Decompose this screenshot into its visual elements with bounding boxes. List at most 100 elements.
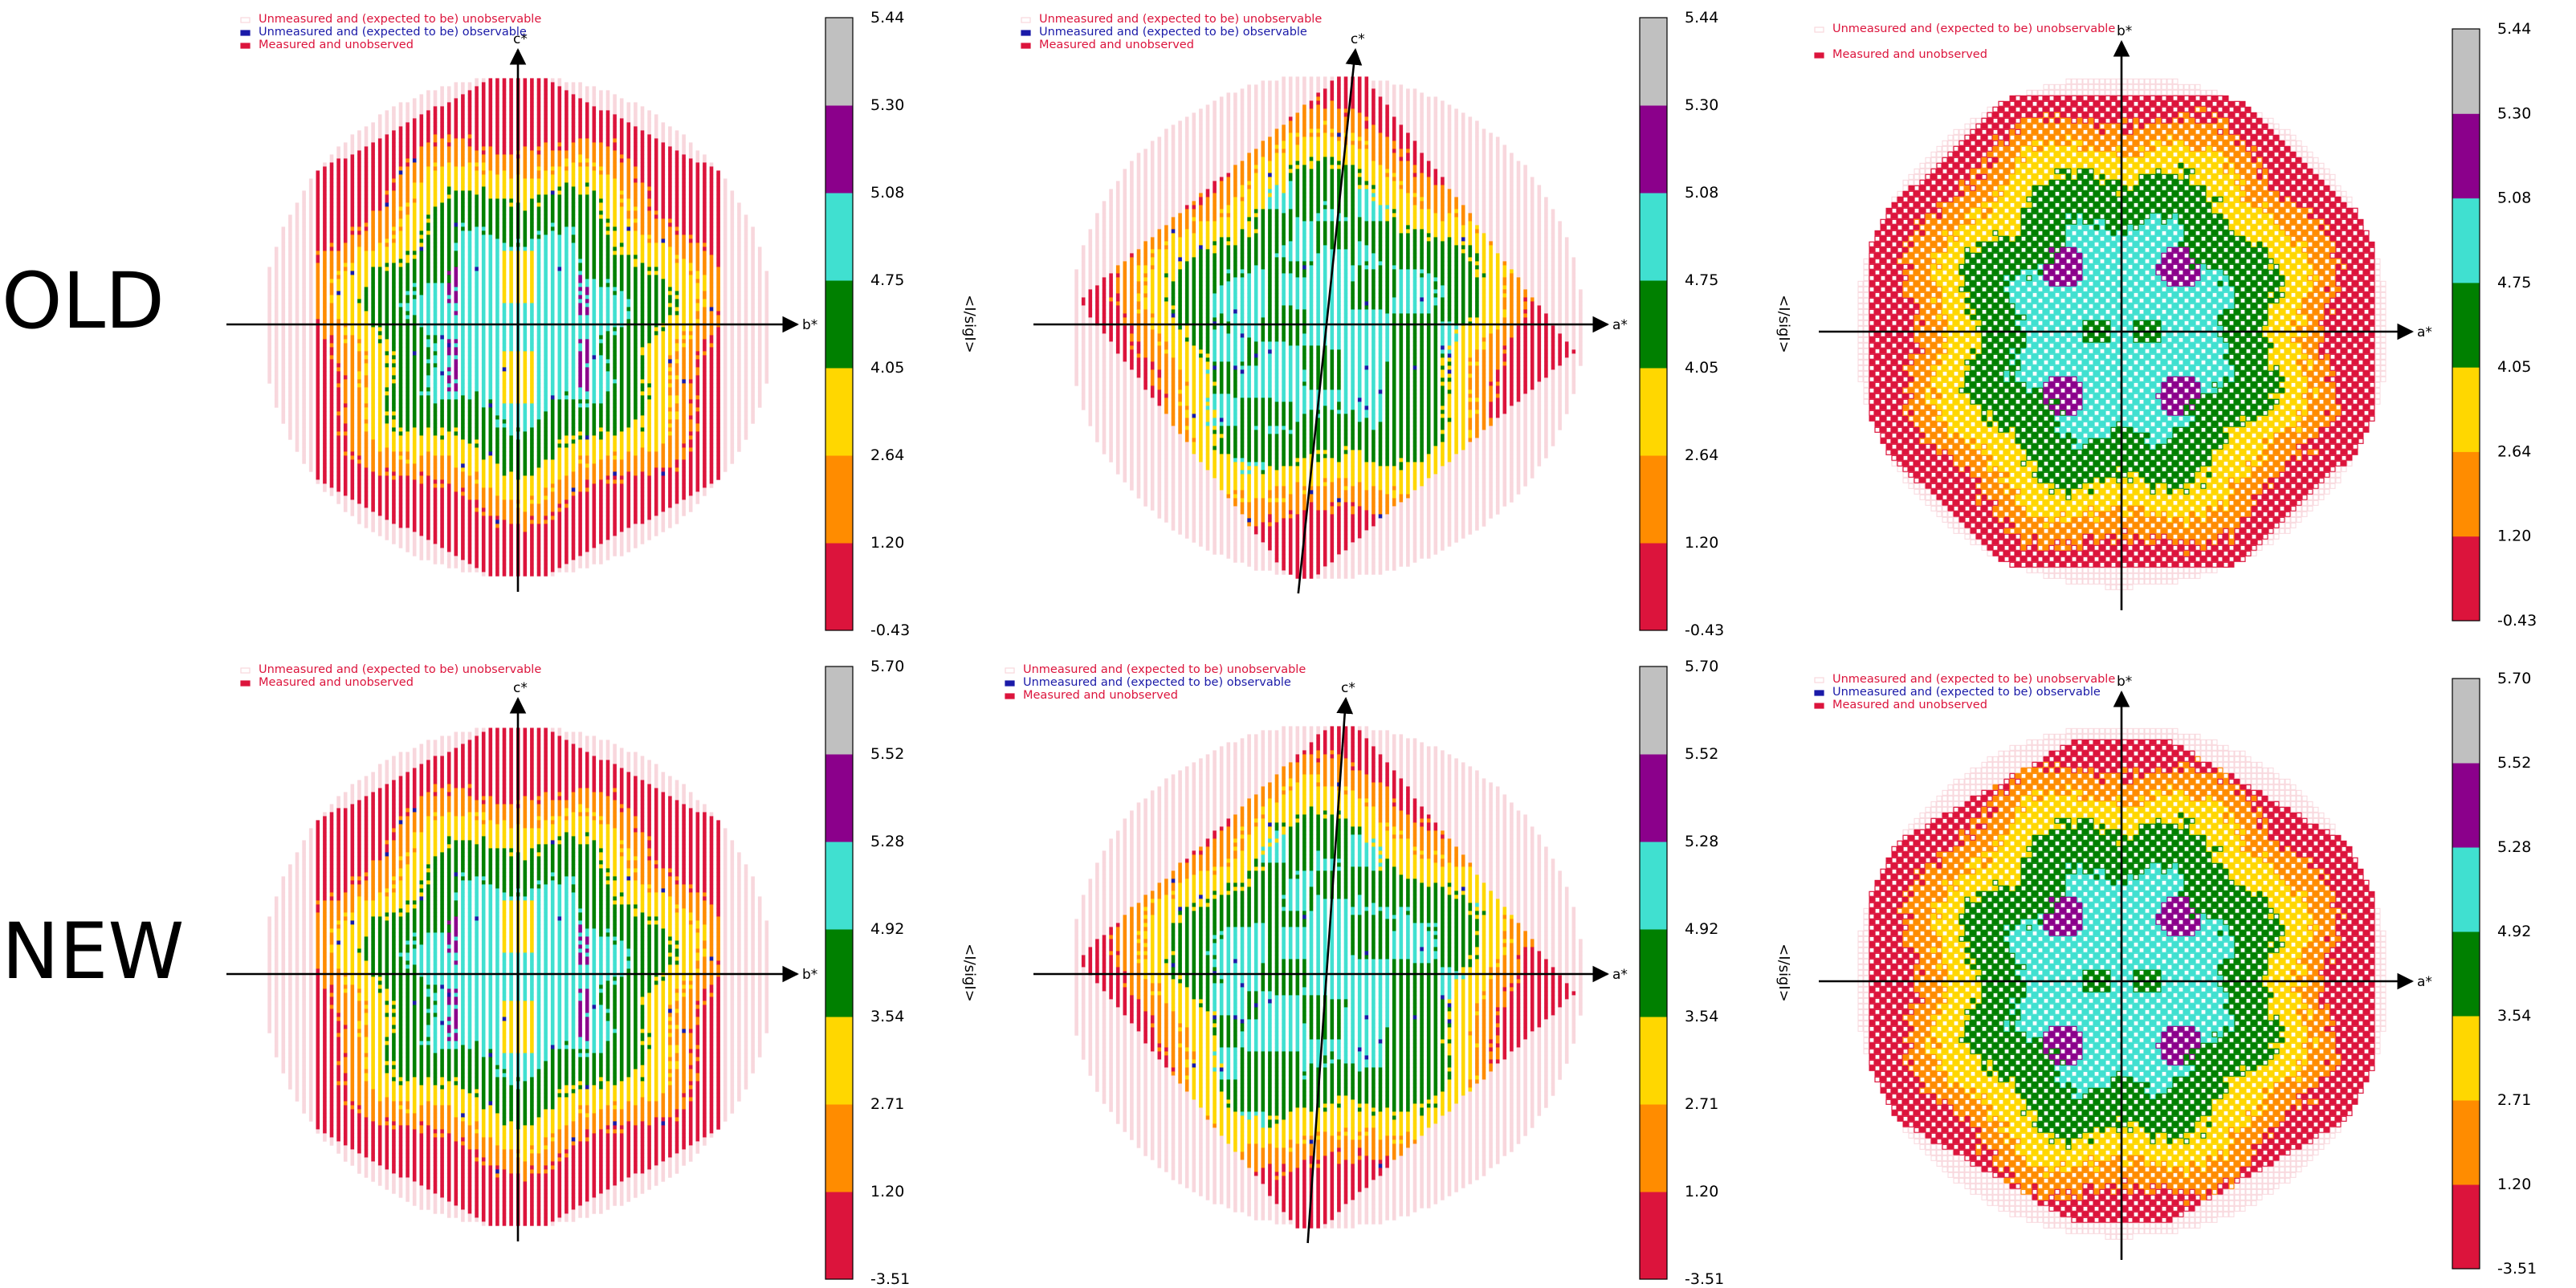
panels: b*c*Unmeasured and (expected to be) unob… <box>226 9 2576 1288</box>
colorbar-segment <box>1640 105 1667 194</box>
colorbar-tick-label: 4.92 <box>870 920 904 938</box>
colorbar-tick-label: 5.08 <box>2497 190 2531 207</box>
colorbar-segment <box>1640 368 1667 456</box>
colorbar-segment <box>2452 1100 2480 1185</box>
colorbar-segment <box>825 842 853 930</box>
panel-1: b*c*Unmeasured and (expected to be) unob… <box>226 9 978 639</box>
colorbar: -3.511.202.713.544.925.285.525.70<I/sigI… <box>2452 670 2576 1278</box>
legend-entry: Unmeasured and (expected to be) observab… <box>1039 26 1307 39</box>
legend-swatch <box>1021 43 1030 48</box>
colorbar-tick-label: 5.28 <box>870 833 904 850</box>
colorbar-tick-label: -0.43 <box>1685 622 1724 639</box>
legend-entry: Unmeasured and (expected to be) observab… <box>259 26 527 39</box>
colorbar-segment <box>825 455 853 544</box>
colorbar-segment <box>1640 18 1667 106</box>
colorbar-tick-label: 5.44 <box>870 9 904 26</box>
colorbar-segment <box>825 666 853 755</box>
colorbar-segment <box>1640 280 1667 369</box>
legend: Unmeasured and (expected to be) unobserv… <box>1815 22 2115 61</box>
legend-entry: Unmeasured and (expected to be) unobserv… <box>1023 663 1306 676</box>
colorbar-tick-label: 5.44 <box>2497 20 2531 38</box>
colorbar-tick-label: 5.44 <box>1685 9 1718 26</box>
colorbar-tick-label: 5.28 <box>1685 833 1718 850</box>
legend-entry: Measured and unobserved <box>1832 699 1987 711</box>
legend-swatch <box>1005 694 1014 699</box>
legend-swatch <box>1815 703 1824 708</box>
colorbar-segment <box>825 1017 853 1105</box>
legend-swatch <box>241 668 250 673</box>
panel-4: b*c*Unmeasured and (expected to be) unob… <box>226 658 978 1288</box>
row-label-old: OLD <box>2 256 165 346</box>
panel-6: a*b*Unmeasured and (expected to be) unob… <box>1815 670 2576 1278</box>
colorbar: -3.511.202.713.544.925.285.525.70<I/sigI… <box>1640 658 1792 1288</box>
colorbar-tick-label: 2.64 <box>870 446 904 464</box>
panel-2: a* c* Unmeasured and (expected to be) unob… <box>1021 9 1792 639</box>
legend-swatch <box>1815 27 1824 32</box>
legend-entry: Measured and unobserved <box>1832 48 1987 61</box>
colorbar-label: <I/sigI> <box>961 944 978 1002</box>
colorbar-tick-label: 5.70 <box>1685 658 1718 675</box>
colorbar-segment <box>2452 1184 2480 1270</box>
colorbar-tick-label: 4.05 <box>1685 359 1718 377</box>
colorbar-tick-label: 5.52 <box>1685 745 1718 763</box>
horizontal-axis-label: a* <box>2417 974 2432 990</box>
colorbar-segment <box>2452 763 2480 848</box>
legend-swatch <box>1815 678 1824 683</box>
reflection-cells <box>1074 726 1582 1228</box>
colorbar-segment <box>2452 367 2480 452</box>
colorbar-tick-label: 5.70 <box>870 658 904 675</box>
colorbar-segment <box>2452 451 2480 536</box>
legend-entry: Unmeasured and (expected to be) unobserv… <box>259 663 541 676</box>
colorbar-segment <box>825 105 853 194</box>
horizontal-axis-label: a* <box>2417 324 2432 340</box>
legend: Unmeasured and (expected to be) unobserv… <box>1005 663 1306 702</box>
colorbar-tick-label: 2.71 <box>2497 1091 2531 1109</box>
colorbar-segment <box>2452 679 2480 764</box>
colorbar-tick-label: 5.08 <box>1685 184 1718 202</box>
panel-5: a*c*Unmeasured and (expected to be) unob… <box>1005 658 1792 1288</box>
colorbar-tick-label: 1.20 <box>1685 534 1718 552</box>
horizontal-axis-label: a* <box>1612 317 1628 333</box>
colorbar-tick-label: 2.71 <box>1685 1095 1718 1113</box>
colorbar-segment <box>825 18 853 106</box>
colorbar-tick-label: -0.43 <box>870 622 910 639</box>
legend-entry: Measured and unobserved <box>1039 39 1194 51</box>
colorbar-tick-label: 5.52 <box>870 745 904 763</box>
vertical-axis-label: c* <box>1351 31 1365 47</box>
colorbar-label: <I/sigI> <box>961 295 978 353</box>
colorbar-segment <box>2452 931 2480 1017</box>
colorbar-tick-label: 5.30 <box>870 96 904 114</box>
colorbar-tick-label: 4.05 <box>870 359 904 377</box>
colorbar-tick-label: 1.20 <box>2497 528 2531 545</box>
colorbar: -0.431.202.644.054.755.085.305.44<I/sigI… <box>2452 20 2576 630</box>
legend-entry: Unmeasured and (expected to be) unobserv… <box>1832 22 2115 35</box>
colorbar-tick-label: 5.30 <box>2497 104 2531 122</box>
colorbar-tick-label: 4.05 <box>2497 358 2531 376</box>
legend-entry: Measured and unobserved <box>1023 689 1178 702</box>
legend-entry: Unmeasured and (expected to be) unobserv… <box>1039 13 1322 26</box>
colorbar-segment <box>825 1104 853 1192</box>
colorbar-segment <box>2452 1016 2480 1101</box>
colorbar-label: <I/sigI> <box>1775 295 1792 353</box>
colorbar-segment <box>2452 283 2480 368</box>
colorbar-tick-label: 1.20 <box>870 534 904 552</box>
colorbar-segment <box>1640 754 1667 842</box>
colorbar-segment <box>1640 666 1667 755</box>
colorbar-tick-label: 3.54 <box>870 1008 904 1025</box>
colorbar-segment <box>825 929 853 1017</box>
legend: Unmeasured and (expected to be) unobserv… <box>241 663 541 689</box>
legend-swatch <box>1005 668 1014 673</box>
colorbar-segment <box>825 368 853 456</box>
legend: Unmeasured and (expected to be) unobserv… <box>241 13 541 51</box>
colorbar-segment <box>1640 193 1667 281</box>
legend-swatch <box>1815 691 1824 695</box>
colorbar-tick-label: 5.28 <box>2497 838 2531 856</box>
legend-swatch <box>241 31 250 35</box>
vertical-axis-label: c* <box>1341 680 1355 696</box>
axes: b*c* <box>226 31 817 592</box>
colorbar-segment <box>1640 1017 1667 1105</box>
colorbar-segment <box>1640 842 1667 930</box>
colorbar-segment <box>2452 113 2480 198</box>
legend-entry: Unmeasured and (expected to be) observab… <box>1023 676 1291 689</box>
colorbar-segment <box>825 193 853 281</box>
